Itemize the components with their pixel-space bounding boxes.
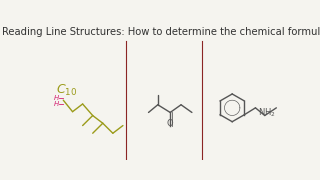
- Text: Reading Line Structures: How to determine the chemical formula: Reading Line Structures: How to determin…: [2, 27, 320, 37]
- Text: O: O: [167, 119, 173, 128]
- Text: NH$_2$: NH$_2$: [258, 106, 276, 119]
- Text: H: H: [53, 101, 59, 107]
- Text: H: H: [53, 95, 59, 101]
- Text: $C_{10}$: $C_{10}$: [56, 83, 78, 98]
